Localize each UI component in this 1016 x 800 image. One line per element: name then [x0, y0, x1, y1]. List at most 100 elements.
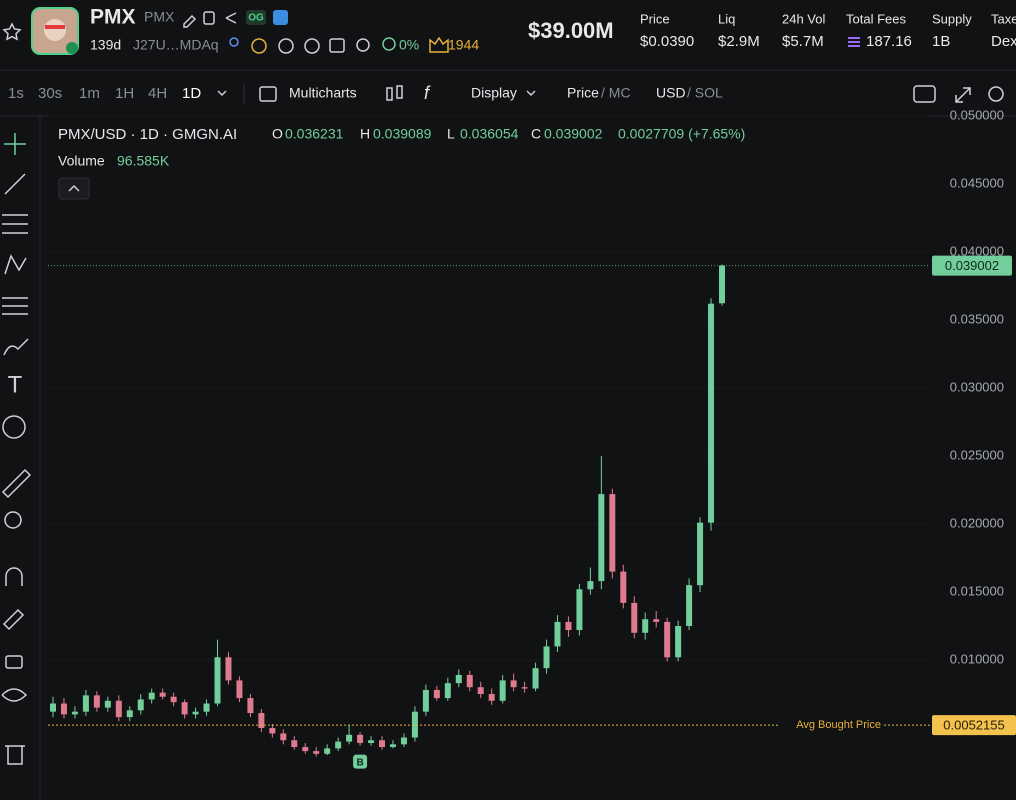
favorite-star[interactable]	[2, 22, 22, 41]
price-axis: 0.010000 0.015000 0.020000 0.025000 0.030000…	[932, 107, 1016, 736]
search-icon[interactable]	[356, 38, 370, 52]
candle-body	[280, 733, 287, 741]
plot: B Avg Bought Price	[48, 264, 930, 769]
token-address[interactable]: J27U…MDAq	[133, 37, 219, 53]
legend-value: 0.039002	[544, 126, 603, 142]
intervals: 1s 30s 1m 1H 4H 1D	[8, 85, 201, 102]
verified-badge	[273, 10, 288, 25]
candle-body	[181, 702, 188, 715]
emoji-tool[interactable]	[2, 415, 26, 439]
warning-icon[interactable]	[251, 38, 267, 54]
candle-body	[379, 740, 386, 748]
indicators-icon[interactable]: f	[424, 83, 431, 103]
interval-button[interactable]: 1D	[182, 85, 201, 102]
buy-marker	[353, 754, 368, 769]
settings-icon[interactable]	[988, 86, 1004, 102]
candle-body	[609, 494, 616, 572]
avg-price-label: Avg Bought Price	[796, 719, 881, 731]
interval-button[interactable]: 30s	[38, 85, 62, 102]
candle-body	[225, 657, 232, 681]
market-cap: $39.00M	[528, 18, 614, 43]
grid	[48, 115, 930, 661]
candle-body	[697, 522, 704, 586]
screenshot-icon[interactable]	[913, 85, 936, 103]
candle-body	[269, 728, 276, 734]
token-symbol: PMX	[144, 9, 175, 25]
y-tick-label: 0.030000	[950, 379, 1004, 394]
interval-chevron[interactable]	[217, 90, 227, 97]
chart-title: PMX/USD · 1D · GMGN.AI	[58, 126, 237, 143]
candle-body	[50, 703, 56, 712]
crosshair-tool[interactable]	[4, 133, 26, 155]
candle-type-icon[interactable]	[396, 85, 403, 99]
candle-body	[532, 668, 539, 689]
text-tool[interactable]: T	[8, 371, 23, 398]
interval-button[interactable]: 1H	[115, 85, 134, 102]
candle-body	[104, 700, 111, 708]
multicharts-icon[interactable]	[259, 86, 277, 102]
line-tool[interactable]	[4, 173, 26, 195]
delete-tool[interactable]	[5, 745, 25, 765]
pattern-tool[interactable]	[4, 254, 27, 275]
share-icon[interactable]	[225, 12, 237, 24]
candle-body	[214, 657, 221, 704]
candle-body	[433, 689, 440, 699]
price-toggle[interactable]: Price	[567, 85, 599, 101]
candle-body	[631, 602, 638, 633]
telegram-icon[interactable]	[329, 38, 345, 53]
candle-body	[400, 737, 407, 745]
crown-icon	[429, 36, 449, 53]
lock-drawing-tool[interactable]	[2, 608, 25, 631]
candle-body	[642, 619, 649, 633]
avg-price-value: 0.0052155	[943, 718, 1004, 733]
y-tick-label: 0.025000	[950, 447, 1004, 462]
candle-body	[115, 700, 122, 718]
copy-icon[interactable]	[203, 11, 215, 25]
candle-body	[521, 687, 528, 689]
interval-button[interactable]: 1m	[79, 85, 100, 102]
interval-button[interactable]: 1s	[8, 85, 24, 102]
collapse-legend[interactable]	[58, 177, 90, 200]
ruler-tool[interactable]	[1, 468, 32, 499]
candle-body	[653, 619, 660, 622]
holders-icon	[382, 37, 396, 51]
og-text: OG	[248, 13, 264, 24]
stat-label: Total Fees	[846, 11, 906, 26]
legend-key: C	[531, 126, 541, 142]
candle-body	[148, 692, 155, 700]
twitter-icon[interactable]	[304, 38, 320, 54]
sol-toggle[interactable]: / SOL	[687, 85, 723, 101]
projection-tool[interactable]	[2, 297, 28, 315]
candle-body	[598, 494, 605, 582]
mc-toggle[interactable]: / MC	[601, 85, 631, 101]
website-icon[interactable]	[278, 38, 294, 54]
fullscreen-icon[interactable]	[955, 87, 971, 103]
interval-button[interactable]: 4H	[148, 85, 167, 102]
brush-tool[interactable]	[3, 338, 29, 356]
fib-tool[interactable]	[2, 214, 28, 234]
zoom-tool[interactable]	[4, 511, 22, 529]
legend-value: 0.036054	[460, 126, 519, 142]
candle-body	[675, 626, 682, 658]
edit-icon[interactable]	[183, 14, 197, 28]
candle-body	[93, 695, 100, 708]
multicharts-button[interactable]: Multicharts	[289, 85, 357, 101]
candle-body	[159, 692, 166, 697]
y-tick-label: 0.045000	[950, 175, 1004, 190]
candle-body	[302, 747, 309, 752]
legend-value: 0.036231	[285, 126, 344, 142]
dev-icon[interactable]	[229, 37, 239, 47]
candle-body	[291, 740, 298, 748]
display-chevron[interactable]	[526, 90, 536, 97]
lock-tool[interactable]	[5, 655, 23, 669]
og-badge	[246, 10, 266, 25]
candle-body	[565, 621, 572, 631]
display-button[interactable]: Display	[471, 85, 517, 101]
visibility-tool[interactable]	[1, 688, 28, 702]
avatar-eyes	[45, 25, 65, 29]
candle-type-icon[interactable]	[386, 87, 393, 101]
usd-toggle[interactable]: USD	[656, 85, 686, 101]
magnet-tool[interactable]	[5, 567, 23, 586]
token-name: PMX	[90, 6, 136, 29]
